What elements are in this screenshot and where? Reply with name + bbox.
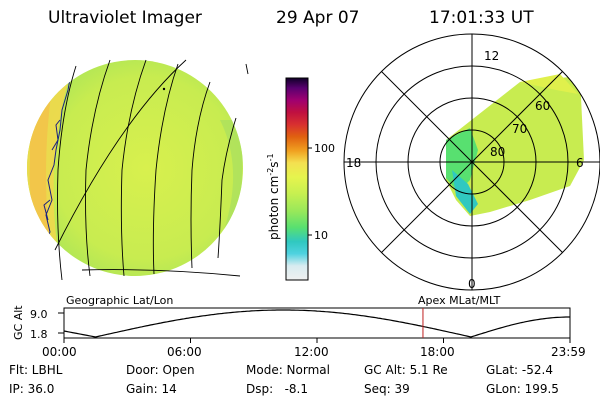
- orbit-ylabel: GC Alt: [12, 305, 25, 340]
- auroral-bright: [520, 74, 578, 94]
- lon-line-6: [217, 117, 237, 259]
- lat-line-2: [81, 269, 241, 277]
- colorbar-label-10: 10: [314, 229, 328, 242]
- info-gain: Gain: 14: [126, 382, 177, 396]
- colorbar-unit: photon cm-2s-1: [266, 153, 281, 240]
- unit-exp-1: -2: [266, 168, 275, 176]
- lat-label-70: 70: [512, 122, 527, 136]
- lon-line-2: [85, 59, 111, 277]
- info-mode: Mode: Normal: [246, 363, 330, 377]
- orbit-xtick-2359: 23:59: [551, 345, 586, 359]
- polar-plot: 12 18 6 0 60 70 80: [343, 33, 600, 291]
- orbit-xtick-1800: 18:00: [420, 345, 455, 359]
- orbit-ytick-9: 9.0: [30, 308, 48, 321]
- geographic-image: [27, 59, 249, 281]
- unit-exp-2: -1: [266, 153, 275, 161]
- orbit-altitude-curve: [63, 309, 570, 338]
- time-label: 17:01:33 UT: [429, 8, 534, 28]
- info-door: Door: Open: [126, 363, 195, 377]
- info-flt: Flt: LBHL: [9, 363, 63, 377]
- colorbar-scale: [285, 77, 309, 281]
- grid-tick: [245, 63, 249, 75]
- lon-line-5: [190, 81, 211, 269]
- orbit-xtick-0000: 00:00: [42, 345, 77, 359]
- lon-line-3: [120, 59, 147, 277]
- sub-point-marker: [162, 87, 166, 91]
- colorbar-label-100: 100: [314, 142, 335, 155]
- unit-s: s: [267, 161, 281, 167]
- mlt-label-0: 0: [468, 277, 476, 291]
- latlon-grid: [54, 59, 249, 281]
- orbit-panel: Geographic Lat/Lon Apex MLat/MLT GC Alt …: [12, 294, 586, 359]
- lon-line-1: [57, 65, 77, 281]
- mlt-label-18: 18: [346, 156, 361, 170]
- lon-line-4: [152, 63, 179, 275]
- unit-base: photon cm: [267, 176, 281, 240]
- orbit-box: [63, 307, 571, 339]
- orbit-xtick-1200: 12:00: [294, 345, 329, 359]
- info-footer: Flt: LBHL IP: 36.0 Door: Open Gain: 14 M…: [9, 363, 559, 396]
- info-gc-alt: GC Alt: 5.1 Re: [364, 363, 448, 377]
- info-seq: Seq: 39: [364, 382, 410, 396]
- orbit-ytick-1.8: 1.8: [30, 328, 48, 341]
- orbit-xtick-0600: 06:00: [167, 345, 202, 359]
- auroral-image: [446, 76, 584, 216]
- lat-label-80: 80: [490, 145, 505, 159]
- date-label: 29 Apr 07: [276, 8, 359, 28]
- instrument-title: Ultraviolet Imager: [48, 8, 202, 28]
- apex-label: Apex MLat/MLT: [418, 294, 501, 307]
- svg-text:GC Alt: GC Alt: [12, 305, 25, 340]
- info-dsp: Dsp: -8.1: [246, 382, 308, 396]
- polar-grid: [343, 33, 600, 291]
- colorbar: 100 10 photon cm-2s-1: [266, 77, 335, 281]
- mlt-label-6: 6: [576, 156, 584, 170]
- info-ip: IP: 36.0: [9, 382, 54, 396]
- geo-lat-lon-label: Geographic Lat/Lon: [66, 294, 173, 307]
- earth-disk: [27, 60, 243, 276]
- mlt-label-12: 12: [484, 49, 499, 63]
- info-glon: GLon: 199.5: [486, 382, 559, 396]
- lat-label-60: 60: [535, 99, 550, 113]
- info-glat: GLat: -52.4: [486, 363, 553, 377]
- polar-spoke-diag-2: [381, 71, 563, 253]
- lat-line-1: [54, 59, 187, 251]
- svg-text:photon cm-2s-1: photon cm-2s-1: [266, 153, 281, 240]
